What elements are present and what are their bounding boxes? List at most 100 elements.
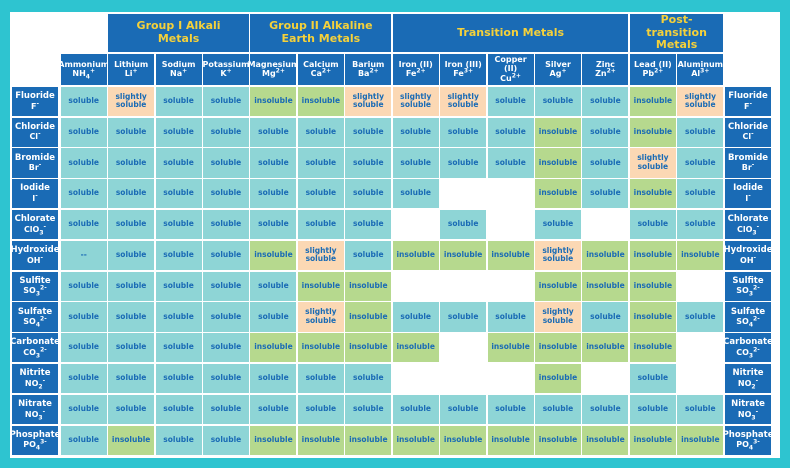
- solubility-cell: insoluble: [297, 425, 344, 455]
- solubility-cell: slightly soluble: [345, 86, 392, 117]
- solubility-cell: soluble: [582, 302, 629, 332]
- charge: +: [226, 67, 232, 75]
- anion-label-right: Sulfate SO42-: [725, 302, 772, 332]
- charge: +: [132, 67, 138, 75]
- solubility-cell: soluble: [582, 148, 629, 178]
- charge: -: [751, 161, 755, 169]
- solubility-cell: soluble: [677, 302, 724, 332]
- charge: -: [38, 130, 41, 138]
- charge: 2+: [416, 67, 426, 75]
- solubility-cell: [677, 363, 724, 394]
- solubility-cell: soluble: [297, 363, 344, 394]
- formula: Zn2+: [595, 67, 616, 78]
- symbol: NO: [24, 378, 39, 388]
- formula: NH4+: [72, 68, 95, 80]
- anion-label-left: Phosphate PO43-: [9, 425, 61, 455]
- anion-label-right: Nitrate NO3-: [725, 394, 772, 425]
- charge: +: [561, 67, 567, 75]
- formula: K+: [220, 67, 232, 78]
- charge: -: [755, 377, 759, 385]
- symbol: Pb: [642, 69, 655, 78]
- symbol: NO: [737, 378, 752, 388]
- symbol: Al: [691, 69, 701, 78]
- anion-name: Sulfate: [730, 306, 766, 317]
- group-header: Transition Metals: [392, 14, 629, 52]
- solubility-cell: [392, 209, 439, 240]
- solubility-cell: soluble: [203, 148, 249, 178]
- solubility-cell: insoluble: [297, 333, 344, 363]
- anion-label-right: Nitrite NO2-: [725, 363, 772, 394]
- symbol: NH: [72, 69, 86, 78]
- anion-name: Bromide: [14, 152, 56, 163]
- solubility-cell: soluble: [440, 302, 487, 332]
- solubility-cell: [487, 209, 534, 240]
- anion-name: Sulfate: [17, 306, 53, 317]
- symbol: Ag: [549, 69, 562, 78]
- charge: -: [42, 408, 46, 416]
- solubility-cell: soluble: [392, 394, 439, 425]
- formula: PO43-: [736, 439, 760, 451]
- subscript: 3: [748, 352, 754, 360]
- formula: Ca2+: [311, 68, 331, 78]
- solubility-cell: soluble: [60, 179, 107, 209]
- symbol: SO: [23, 317, 36, 327]
- formula: Cl-: [29, 130, 41, 141]
- formula: SO42-: [23, 316, 46, 329]
- anion-name: Nitrate: [731, 398, 765, 409]
- formula: Al3+: [691, 68, 709, 78]
- symbol: CO: [736, 348, 749, 358]
- solubility-cell: soluble: [108, 209, 155, 240]
- solubility-cell: insoluble: [535, 333, 581, 363]
- solubility-cell: slightly soluble: [392, 86, 439, 117]
- solubility-cell: soluble: [297, 394, 344, 425]
- solubility-cell: soluble: [155, 209, 202, 240]
- charge: 2+: [606, 67, 616, 75]
- solubility-cell: soluble: [60, 117, 107, 147]
- solubility-cell: slightly soluble: [297, 302, 344, 332]
- solubility-cell: soluble: [677, 148, 724, 178]
- anion-name: Sulfite: [19, 275, 51, 286]
- anion-name: Phosphate: [9, 429, 61, 440]
- solubility-cell: insoluble: [535, 363, 581, 394]
- solubility-cell: soluble: [582, 86, 629, 117]
- symbol: PO: [23, 440, 36, 450]
- anion-label-right: Hydroxide OH-: [724, 240, 773, 271]
- solubility-cell: insoluble: [629, 240, 676, 271]
- formula: F-: [744, 101, 752, 111]
- cation-header: Iron (II) Fe2+: [392, 53, 439, 85]
- subscript: 4: [35, 321, 41, 329]
- charge: -: [753, 254, 757, 262]
- symbol: Na: [170, 69, 183, 78]
- anion-label-left: Sulfate SO42-: [12, 302, 58, 332]
- solubility-cell: insoluble: [677, 240, 724, 271]
- charge: +: [182, 67, 188, 75]
- solubility-cell: soluble: [629, 363, 676, 394]
- symbol: PO: [736, 440, 749, 450]
- charge: 3+: [463, 67, 474, 75]
- formula: Cl-: [742, 131, 753, 141]
- solubility-cell: [440, 179, 487, 209]
- subscript: 3: [35, 291, 41, 299]
- solubility-cell: soluble: [155, 148, 202, 178]
- solubility-cell: [392, 363, 439, 394]
- solubility-cell: soluble: [60, 302, 107, 332]
- solubility-cell: insoluble: [629, 86, 676, 117]
- solubility-cell: soluble: [203, 394, 249, 425]
- solubility-cell: soluble: [203, 240, 249, 271]
- solubility-cell: insoluble: [677, 425, 724, 455]
- solubility-cell: insoluble: [250, 240, 297, 271]
- solubility-cell: soluble: [250, 148, 297, 178]
- anion-label-right: Phosphate PO43-: [723, 425, 773, 455]
- solubility-cell: soluble: [250, 209, 297, 240]
- solubility-cell: slightly soluble: [535, 302, 581, 332]
- cation-name: Aluminum: [677, 59, 723, 69]
- solubility-cell: [487, 363, 534, 394]
- solubility-cell: soluble: [203, 425, 249, 455]
- formula: NO2-: [737, 377, 759, 390]
- anion-name: Chlorate: [727, 214, 769, 225]
- symbol: CO: [23, 348, 36, 358]
- solubility-cell: soluble: [108, 333, 155, 363]
- formula: PO43-: [23, 439, 47, 451]
- solubility-cell: soluble: [677, 394, 724, 425]
- charge: 2-: [753, 284, 760, 292]
